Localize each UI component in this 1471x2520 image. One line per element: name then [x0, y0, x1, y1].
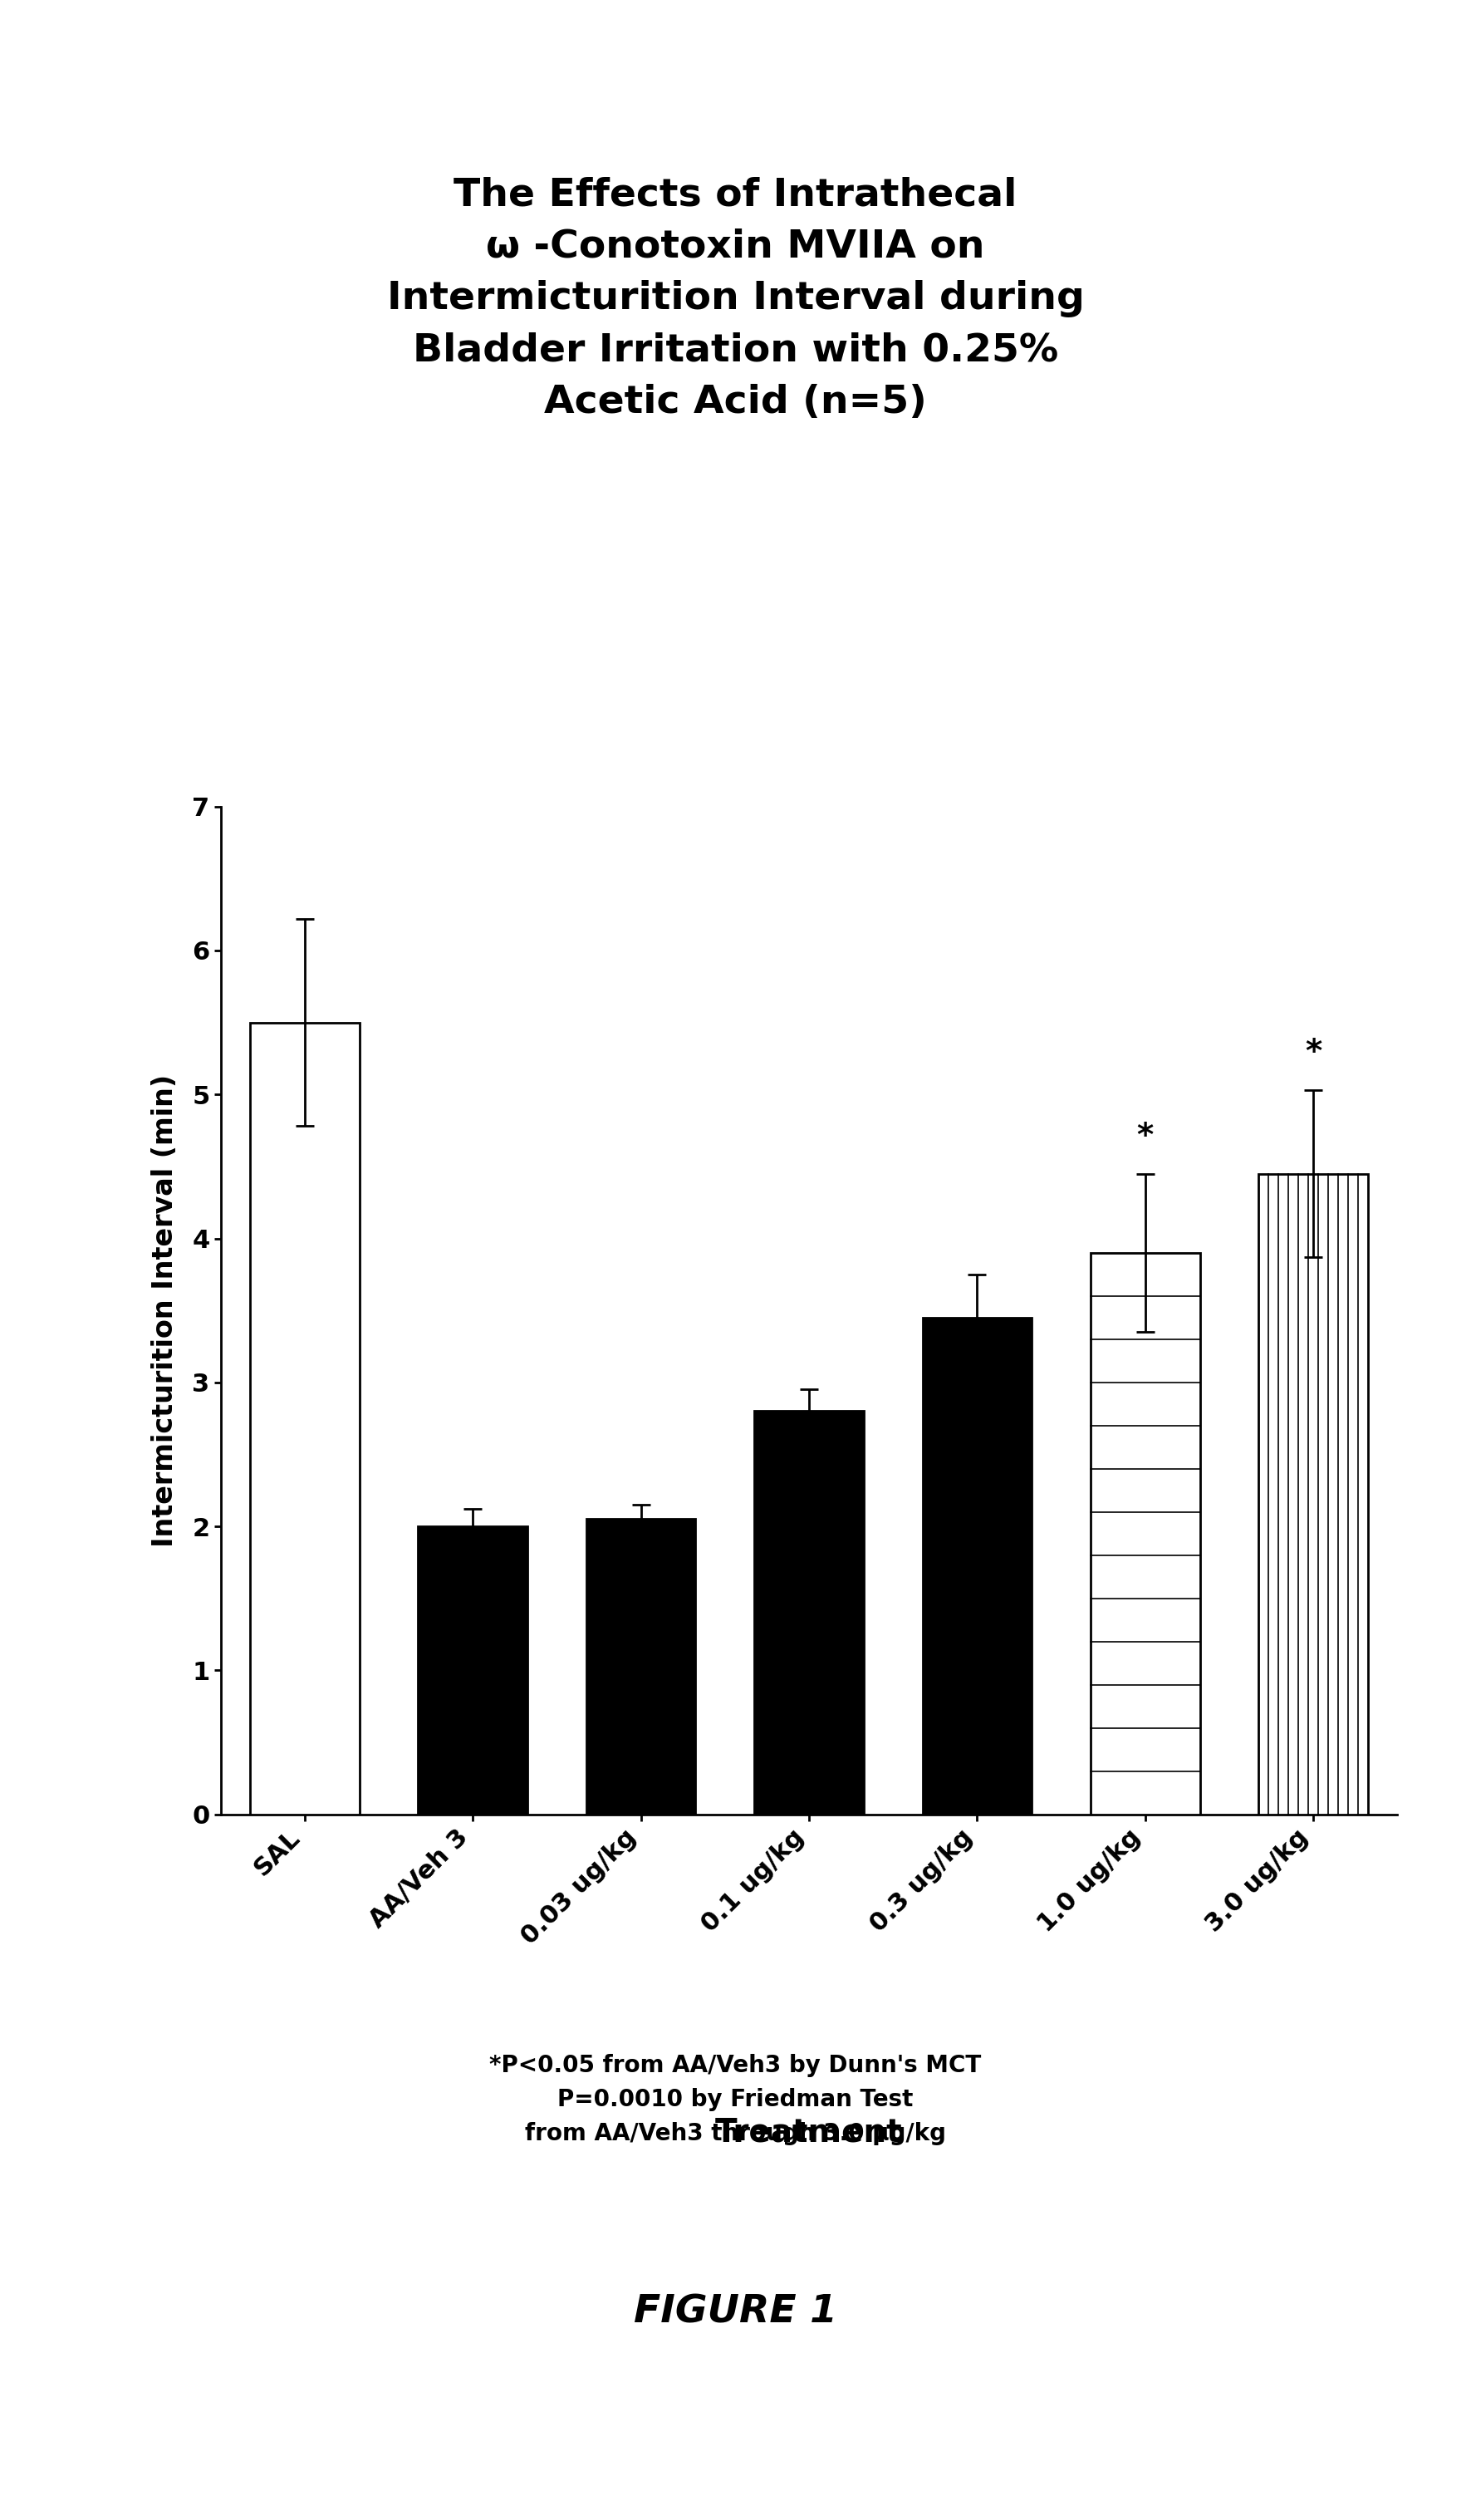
Y-axis label: Intermicturition Interval (min): Intermicturition Interval (min)	[152, 1074, 178, 1547]
Bar	[1090, 1252, 1200, 1814]
Bar	[1259, 1174, 1368, 1814]
Bar	[755, 1411, 863, 1814]
Text: *: *	[1137, 1121, 1153, 1152]
Bar	[250, 1023, 359, 1814]
Text: *: *	[1305, 1036, 1322, 1068]
Bar	[587, 1520, 696, 1814]
Text: FIGURE 1: FIGURE 1	[634, 2293, 837, 2331]
Bar	[418, 1527, 528, 1814]
Text: Treatment: Treatment	[715, 2117, 903, 2150]
Text: The Effects of Intrathecal
ω -Conotoxin MVIIA on
Intermicturition Interval durin: The Effects of Intrathecal ω -Conotoxin …	[387, 176, 1084, 421]
Bar	[922, 1318, 1031, 1814]
Text: *P<0.05 from AA/Veh3 by Dunn's MCT
P=0.0010 by Friedman Test
from AA/Veh3 throug: *P<0.05 from AA/Veh3 by Dunn's MCT P=0.0…	[490, 2054, 981, 2145]
